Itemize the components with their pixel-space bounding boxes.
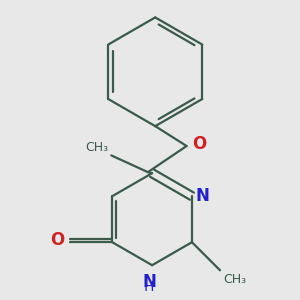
Text: N: N [142, 273, 156, 291]
Text: O: O [192, 134, 206, 152]
Text: O: O [50, 231, 64, 249]
Text: H: H [144, 280, 154, 294]
Text: CH₃: CH₃ [86, 140, 109, 154]
Text: N: N [196, 187, 210, 205]
Text: CH₃: CH₃ [223, 273, 246, 286]
